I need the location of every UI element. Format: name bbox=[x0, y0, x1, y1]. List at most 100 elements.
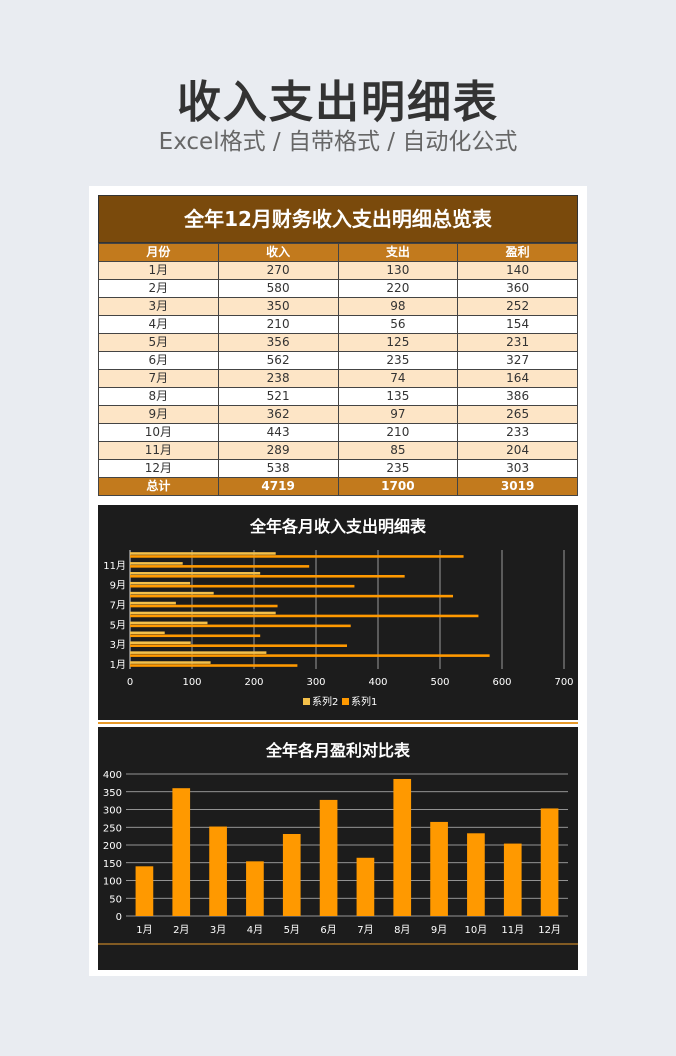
x-tick-label: 3月 bbox=[210, 924, 226, 936]
chart1-title: 全年各月收入支出明细表 bbox=[249, 517, 426, 536]
y-tick-label: 250 bbox=[103, 823, 122, 834]
x-tick-label: 700 bbox=[554, 677, 573, 688]
bar-series2 bbox=[130, 601, 176, 605]
bar-profit bbox=[135, 866, 154, 916]
legend-label-series1: 系列1 bbox=[351, 695, 377, 708]
y-tick-label: 7月 bbox=[110, 600, 126, 612]
cell-month: 4月 bbox=[98, 315, 219, 334]
profit-chart: 全年各月盈利对比表 0 50 100 150 200 250 300 350 400 1月 2月 3月… bbox=[98, 727, 578, 970]
y-tick-label: 200 bbox=[103, 841, 122, 852]
bar-profit bbox=[282, 833, 301, 916]
bar-series1 bbox=[130, 574, 405, 578]
bar-profit bbox=[540, 808, 559, 916]
bar-series1 bbox=[130, 654, 490, 657]
bar-series1 bbox=[130, 624, 351, 628]
bar-profit bbox=[467, 833, 485, 916]
cell-income: 270 bbox=[217, 261, 339, 280]
y-tick-label: 1月 bbox=[110, 659, 126, 671]
cell-month: 9月 bbox=[98, 405, 219, 424]
column-header-profit: 盈利 bbox=[457, 243, 578, 262]
cell-month: 3月 bbox=[98, 297, 219, 316]
y-tick-label: 350 bbox=[103, 788, 122, 799]
table-body: 1月 270 130 140 2月 580 220 360 3月 350 98 252 4月 210 56 1… bbox=[98, 261, 578, 478]
column-header-income: 收入 bbox=[217, 243, 339, 262]
cell-month: 2月 bbox=[98, 279, 219, 298]
cell-income: 350 bbox=[217, 297, 339, 316]
table-row: 5月 356 125 231 bbox=[98, 333, 578, 352]
bar-profit bbox=[430, 821, 448, 916]
table-row: 8月 521 135 386 bbox=[98, 387, 578, 406]
x-tick-label: 100 bbox=[182, 677, 201, 688]
summary-table: 月份 收入 支出 盈利 1月 270 130 140 2月 580 220 360 3月 350 9… bbox=[98, 243, 578, 496]
cell-profit: 327 bbox=[457, 351, 578, 370]
cell-month: 10月 bbox=[98, 423, 219, 442]
cell-profit: 252 bbox=[457, 297, 578, 316]
cell-income: 210 bbox=[217, 315, 339, 334]
total-profit: 3019 bbox=[457, 477, 578, 496]
x-tick-label: 8月 bbox=[394, 924, 410, 936]
cell-profit: 164 bbox=[457, 369, 578, 388]
chart-separator bbox=[98, 720, 578, 727]
cell-expense: 135 bbox=[337, 387, 459, 406]
cell-expense: 74 bbox=[337, 369, 459, 388]
page-subtitle: Excel格式 / 自带格式 / 自动化公式 bbox=[158, 129, 518, 155]
y-tick-label: 150 bbox=[103, 859, 122, 870]
cell-income: 362 bbox=[217, 405, 339, 424]
cell-profit: 303 bbox=[457, 459, 578, 478]
x-tick-label: 500 bbox=[430, 677, 449, 688]
table-row: 7月 238 74 164 bbox=[98, 369, 578, 388]
cell-profit: 154 bbox=[457, 315, 578, 334]
total-expense: 1700 bbox=[337, 477, 459, 496]
legend-swatch-series1 bbox=[342, 698, 349, 705]
cell-month: 8月 bbox=[98, 387, 219, 406]
cell-month: 7月 bbox=[98, 369, 219, 388]
column-header-expense: 支出 bbox=[337, 243, 459, 262]
income-expense-chart: 全年各月收入支出明细表 0 100 200 300 400 500 600 700 1月 3月 5月… bbox=[98, 505, 578, 720]
column-header-month: 月份 bbox=[98, 243, 219, 262]
legend-swatch-series2 bbox=[303, 698, 310, 705]
table-row: 2月 580 220 360 bbox=[98, 279, 578, 298]
bar-series2 bbox=[130, 641, 191, 645]
total-income: 4719 bbox=[217, 477, 339, 496]
bar-profit bbox=[393, 778, 412, 916]
y-tick-label: 400 bbox=[103, 770, 122, 781]
bar-series1 bbox=[130, 614, 479, 618]
x-tick-label: 400 bbox=[368, 677, 387, 688]
cell-income: 562 bbox=[217, 351, 339, 370]
bar-series1 bbox=[130, 555, 464, 558]
cell-profit: 140 bbox=[457, 261, 578, 280]
bar-series2 bbox=[130, 591, 214, 595]
table-row: 12月 538 235 303 bbox=[98, 459, 578, 478]
cell-expense: 130 bbox=[337, 261, 459, 280]
cell-income: 356 bbox=[217, 333, 339, 352]
total-label: 总计 bbox=[98, 477, 219, 496]
cell-expense: 56 bbox=[337, 315, 459, 334]
cell-month: 11月 bbox=[98, 441, 219, 460]
x-tick-label: 200 bbox=[244, 677, 263, 688]
cell-expense: 235 bbox=[337, 351, 459, 370]
cell-profit: 265 bbox=[457, 405, 578, 424]
cell-profit: 204 bbox=[457, 441, 578, 460]
bar-profit bbox=[356, 857, 375, 916]
bar-series2 bbox=[130, 572, 261, 575]
bar-series1 bbox=[130, 604, 278, 608]
bar-series2 bbox=[130, 661, 211, 664]
x-tick-label: 4月 bbox=[247, 924, 263, 936]
bar-series1 bbox=[130, 634, 261, 638]
cell-expense: 210 bbox=[337, 423, 459, 442]
table-row: 11月 289 85 204 bbox=[98, 441, 578, 460]
table-header-row: 月份 收入 支出 盈利 bbox=[98, 243, 578, 262]
x-tick-label: 7月 bbox=[357, 924, 373, 936]
bar-series2 bbox=[130, 552, 276, 555]
cell-income: 289 bbox=[217, 441, 339, 460]
y-tick-label: 100 bbox=[103, 877, 122, 888]
bar-profit bbox=[503, 843, 522, 916]
x-tick-label: 6月 bbox=[320, 924, 336, 936]
x-tick-label: 12月 bbox=[538, 924, 561, 936]
cell-expense: 97 bbox=[337, 405, 459, 424]
x-tick-label: 0 bbox=[127, 677, 133, 688]
cell-expense: 125 bbox=[337, 333, 459, 352]
cell-month: 12月 bbox=[98, 459, 219, 478]
bar-profit bbox=[172, 788, 191, 916]
cell-profit: 233 bbox=[457, 423, 578, 442]
